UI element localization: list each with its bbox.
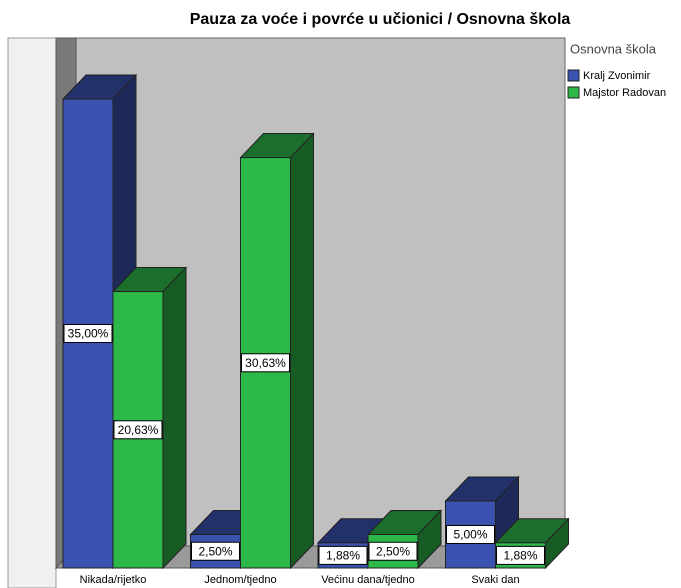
legend-label: Kralj Zvonimir — [583, 70, 651, 82]
bar-side — [162, 266, 187, 570]
legend-swatch — [567, 86, 580, 99]
value-label: 1,88% — [503, 549, 537, 563]
x-tick-label: Većinu dana/tjedno — [321, 574, 415, 586]
value-label-box — [446, 525, 495, 544]
value-label-box — [368, 541, 418, 561]
value-label: 1,88% — [326, 549, 360, 563]
value-label: 5,00% — [453, 528, 487, 542]
value-label: 2,50% — [376, 544, 410, 558]
x-tick-label: Svaki dan — [471, 574, 519, 586]
legend-swatch — [567, 69, 580, 82]
value-label: 35,00% — [68, 327, 109, 341]
value-label-box — [63, 324, 113, 343]
value-label: 30,63% — [245, 356, 286, 370]
bar-side — [290, 132, 314, 570]
x-tick-label: Jednom/tjedno — [204, 574, 276, 586]
value-label: 20,63% — [118, 423, 159, 437]
value-label-box — [496, 545, 545, 565]
value-label-box — [318, 545, 368, 565]
chart-title: Pauza za voće i povrće u učionici / Osno… — [190, 11, 571, 28]
legend-title: Osnovna škola — [570, 41, 657, 56]
x-tick-label: Nikada/rijetko — [80, 574, 147, 586]
value-label-box — [191, 541, 240, 561]
value-label-box — [113, 420, 163, 440]
legend-label: Majstor Radovan — [583, 87, 666, 99]
value-label-box — [241, 353, 290, 373]
side-panel — [7, 37, 57, 588]
value-label: 2,50% — [198, 544, 232, 558]
